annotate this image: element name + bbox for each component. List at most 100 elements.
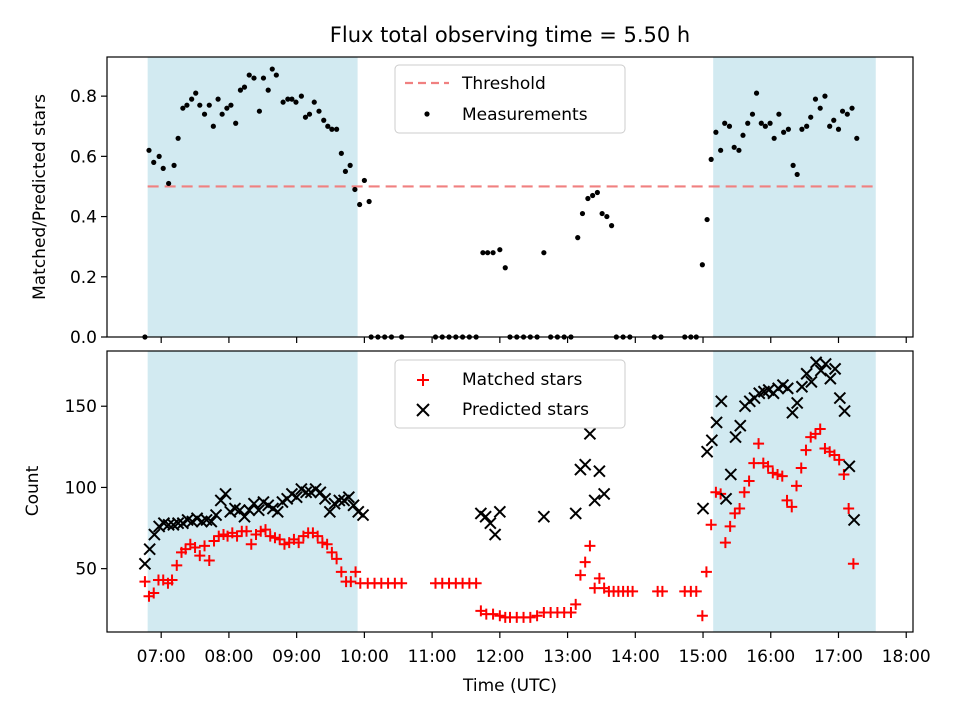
measurement-point — [817, 105, 823, 111]
predicted-star-point — [729, 430, 742, 444]
measurement-point — [844, 111, 850, 117]
measurement-point — [237, 87, 244, 93]
measurement-point — [298, 93, 304, 99]
measurement-point — [767, 120, 773, 126]
matched-star-point — [350, 566, 362, 578]
matched-star-point — [743, 475, 755, 487]
top-panel: 0.00.20.40.60.8 Matched/Predicted stars … — [30, 56, 914, 348]
predicted-star-point — [347, 499, 360, 512]
predicted-star-point — [318, 492, 332, 506]
predicted-star-point — [214, 494, 227, 507]
measurement-point — [210, 123, 216, 129]
matched-star-point — [828, 449, 840, 461]
matched-star-point — [166, 574, 178, 586]
measurement-point — [206, 102, 212, 108]
measurement-point — [745, 120, 751, 126]
measurement-point — [175, 135, 181, 141]
measurement-point — [794, 171, 800, 178]
matched-star-point — [762, 460, 774, 472]
matched-star-point — [767, 467, 779, 479]
matched-star-point — [584, 540, 596, 552]
matched-star-point — [705, 519, 717, 531]
predicted-star-point — [838, 404, 851, 418]
measurement-point — [831, 117, 837, 123]
y-tick-label: 0.0 — [70, 328, 97, 348]
predicted-star-point — [356, 508, 370, 522]
measurement-point — [160, 165, 166, 171]
predicted-star-point — [833, 391, 847, 405]
measurement-point — [604, 213, 610, 220]
matched-star-point — [274, 533, 286, 545]
measurement-point — [334, 126, 340, 132]
matched-star-point — [531, 610, 543, 622]
measurement-point — [321, 117, 327, 123]
matched-star-point — [312, 530, 324, 542]
measurement-point — [781, 129, 787, 135]
predicted-star-point — [252, 503, 265, 517]
measurement-point — [260, 75, 267, 81]
measurement-point — [835, 126, 842, 132]
matched-star-point — [255, 525, 267, 537]
predicted-star-point — [696, 502, 710, 515]
bottom-legend-box — [394, 359, 626, 429]
measurement-point — [265, 87, 271, 93]
predicted-star-point — [479, 510, 492, 523]
predicted-star-point — [819, 357, 832, 371]
measurement-point — [699, 262, 705, 268]
measurement-point — [736, 147, 742, 153]
matched-star-point — [259, 524, 271, 536]
predicted-star-point — [537, 510, 551, 523]
predicted-star-point — [271, 505, 284, 519]
legend-x-marker — [416, 403, 430, 417]
matched-star-point — [734, 503, 746, 515]
bottom-panel: 50 100 150 07:00 08:00 09:00 10:00 11:00 12:00 1… — [23, 350, 931, 696]
legend-predicted-label: Predicted stars — [462, 400, 589, 420]
matched-star-point — [593, 572, 605, 584]
measurement-point — [808, 114, 814, 120]
matched-star-point — [800, 444, 812, 456]
predicted-star-point — [209, 508, 223, 522]
measurement-point — [146, 147, 152, 153]
predicted-star-point — [724, 468, 738, 481]
x-tick-label: 17:00 — [814, 647, 863, 667]
measurement-point — [273, 72, 279, 78]
measurement-point — [718, 147, 724, 153]
predicted-star-point — [219, 487, 232, 501]
legend-predicted-swatch — [416, 403, 430, 417]
measurement-point — [228, 102, 234, 108]
matched-stars-points — [139, 423, 859, 623]
predicted-star-point — [719, 492, 733, 506]
measurement-point — [762, 123, 768, 129]
predicted-star-point — [143, 542, 156, 556]
matched-star-point — [278, 538, 290, 550]
x-tick-label: 16:00 — [746, 647, 795, 667]
measurement-point — [704, 216, 710, 223]
matched-star-point — [241, 525, 253, 537]
measurement-point — [731, 144, 737, 150]
matched-star-point — [139, 576, 151, 588]
matched-star-point — [203, 555, 215, 567]
predicted-star-point — [700, 445, 714, 458]
measurement-point — [184, 102, 190, 108]
predicted-star-point — [824, 372, 837, 385]
matched-star-point — [833, 454, 845, 466]
matched-star-point — [208, 535, 220, 547]
measurement-point — [366, 198, 372, 205]
matched-star-point — [753, 438, 765, 450]
matched-star-point — [565, 607, 577, 619]
measurement-point — [497, 247, 503, 253]
y-tick-label: 50 — [75, 560, 97, 580]
measurement-point — [338, 150, 344, 156]
measurement-point — [590, 192, 596, 199]
matched-star-point — [180, 543, 192, 555]
y-tick-label: 100 — [65, 478, 97, 498]
predicted-star-point — [323, 505, 337, 519]
predicted-star-point — [800, 367, 813, 380]
shaded-region — [713, 351, 876, 632]
matched-star-point — [843, 503, 855, 515]
measurement-point — [224, 105, 230, 111]
x-tick-label: 11:00 — [408, 647, 457, 667]
matched-star-point — [627, 585, 639, 597]
x-tick-label: 15:00 — [679, 647, 728, 667]
legend-threshold-label: Threshold — [461, 74, 546, 94]
